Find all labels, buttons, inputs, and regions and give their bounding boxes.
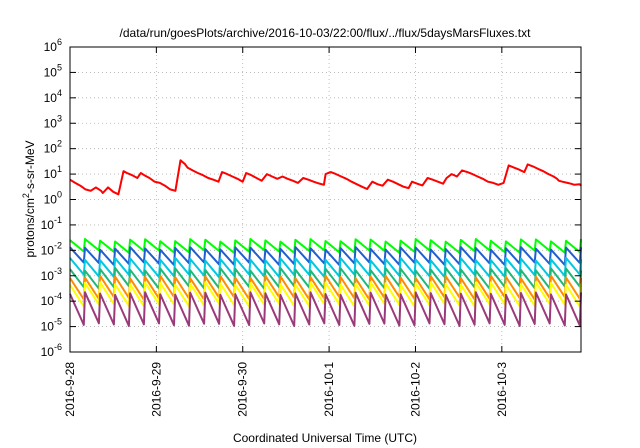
flux-series-line: [69, 291, 582, 327]
chart-title: /data/run/goesPlots/archive/2016-10-03/2…: [120, 26, 532, 40]
x-tick-label: 2016-9-28: [63, 362, 77, 417]
series-layer: [69, 159, 582, 327]
x-tick-label: 2016-10-3: [495, 362, 509, 417]
flux-series-line: [69, 238, 582, 254]
y-tick-label: 10-4: [41, 291, 62, 308]
y-tick-label: 102: [44, 139, 62, 156]
flux-series-line-red: [69, 159, 582, 196]
x-tick-label: 2016-10-2: [408, 362, 422, 417]
y-tick-label: 10-1: [41, 215, 62, 232]
y-axis-label-post: -s-sr-MeV: [23, 140, 37, 193]
axis-ticks: [69, 46, 581, 353]
y-tick-label: 105: [44, 62, 62, 79]
y-tick-label: 103: [44, 113, 62, 130]
y-axis-label: protons/cm2-s-sr-MeV: [21, 140, 37, 257]
y-tick-label: 10-3: [41, 266, 62, 283]
y-tick-label: 101: [44, 164, 62, 181]
x-tick-label: 2016-10-1: [322, 362, 336, 417]
y-tick-label: 104: [44, 88, 62, 105]
y-tick-label: 106: [44, 37, 62, 54]
y-axis-label-pre: protons/cm: [23, 198, 37, 257]
y-tick-labels: 106 105 104 103 102 101 100 10-1 10-2 10-3 10-4 10-…: [41, 37, 62, 359]
x-tick-label: 2016-9-30: [236, 362, 250, 417]
y-tick-label: 100: [44, 190, 62, 207]
y-tick-label: 10-5: [41, 317, 62, 334]
y-axis-label-sup: 2: [21, 193, 31, 198]
y-tick-label: 10-2: [41, 240, 62, 257]
x-tick-label: 2016-9-29: [149, 362, 163, 417]
grid-lines: [70, 47, 581, 352]
x-tick-labels: 2016-9-28 2016-9-29 2016-9-30 2016-10-1 2016…: [63, 362, 509, 417]
y-tick-label: 10-6: [41, 342, 62, 359]
x-axis-label: Coordinated Universal Time (UTC): [233, 431, 417, 445]
